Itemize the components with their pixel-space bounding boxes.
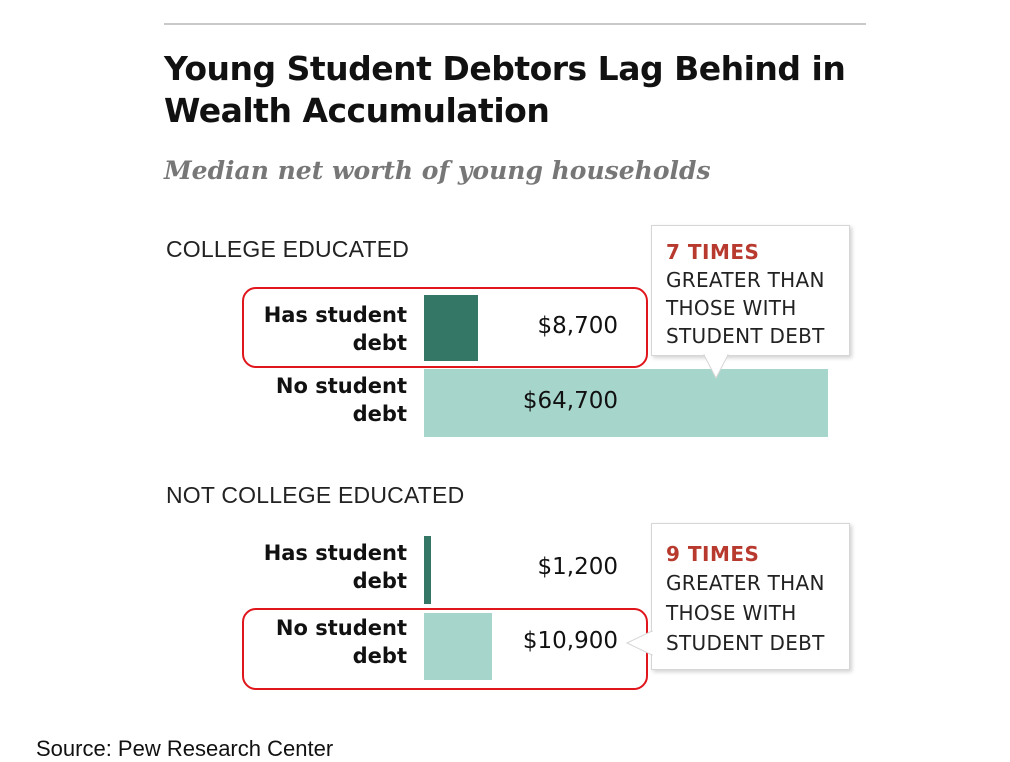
highlight-box-college-has-debt: [242, 287, 648, 368]
chart-subtitle: Median net worth of young households: [164, 156, 711, 185]
section-label-not-college: NOT COLLEGE EDUCATED: [166, 482, 465, 508]
row-label-college-has-debt: Has student debt: [227, 301, 407, 357]
section-label-college: COLLEGE EDUCATED: [166, 236, 410, 262]
row-label-line1: No student: [275, 616, 407, 640]
value-not-college-has-debt: $1,200: [537, 554, 618, 580]
bar-not-college-no-debt: [424, 613, 492, 680]
row-label-not-college-has-debt: Has student debt: [227, 539, 407, 595]
chart-title: Young Student Debtors Lag Behind in Weal…: [164, 49, 846, 130]
callout-pointer-not-college: [626, 630, 653, 656]
row-label-line1: Has student: [263, 303, 407, 327]
callout-pointer-college: [703, 354, 729, 380]
value-not-college-no-debt: $10,900: [522, 628, 618, 654]
callout-multiplier: 7 TIMES: [666, 240, 760, 264]
source-note: Source: Pew Research Center: [36, 736, 334, 761]
row-label-college-no-debt: No student debt: [227, 372, 407, 428]
bar-college-has-debt: [424, 295, 478, 361]
callout-not-college: 9 TIMES GREATER THAN THOSE WITH STUDENT …: [651, 523, 850, 670]
row-label-not-college-no-debt: No student debt: [227, 614, 407, 670]
value-college-has-debt: $8,700: [537, 313, 618, 339]
value-college-no-debt: $64,700: [522, 388, 618, 414]
top-rule: [164, 23, 866, 25]
row-label-line1: Has student: [263, 541, 407, 565]
bar-not-college-has-debt: [424, 536, 431, 604]
callout-college: 7 TIMES GREATER THAN THOSE WITH STUDENT …: [651, 225, 850, 356]
callout-description: GREATER THAN THOSE WITH STUDENT DEBT: [666, 268, 825, 348]
bar-college-no-debt: [424, 369, 828, 437]
row-label-line2: debt: [352, 569, 407, 593]
row-label-line2: debt: [352, 331, 407, 355]
callout-multiplier: 9 TIMES: [666, 542, 760, 566]
row-label-line2: debt: [352, 402, 407, 426]
row-label-line1: No student: [275, 374, 407, 398]
row-label-line2: debt: [352, 644, 407, 668]
callout-description: GREATER THAN THOSE WITH STUDENT DEBT: [666, 571, 825, 655]
